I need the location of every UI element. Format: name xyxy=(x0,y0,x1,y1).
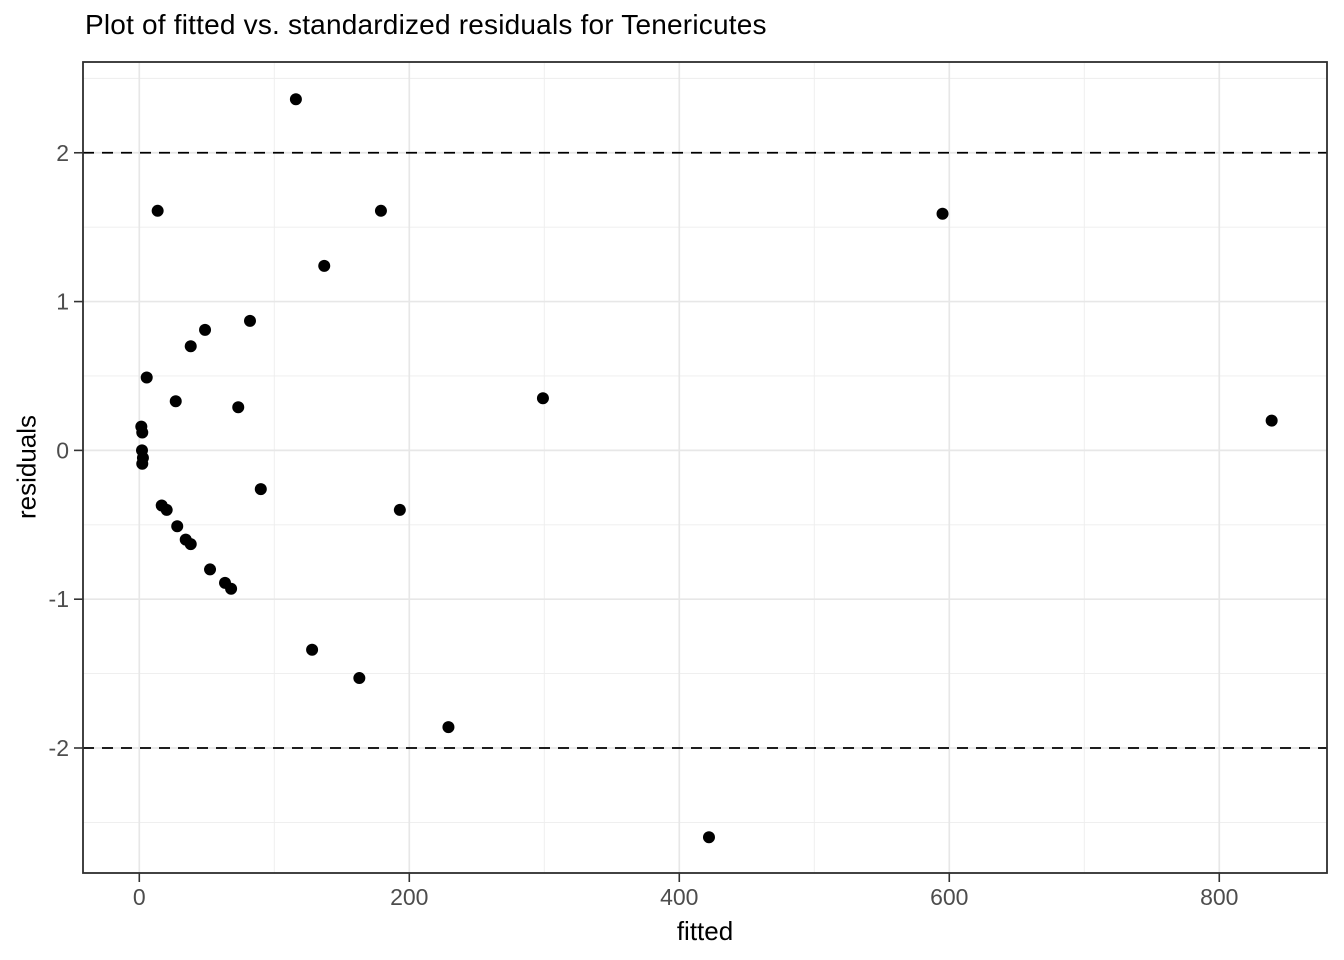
plot-panel xyxy=(83,62,1327,873)
x-tick-label: 400 xyxy=(660,884,698,910)
y-axis-title: residuals xyxy=(11,414,42,520)
data-point xyxy=(936,207,949,220)
y-tick-label: 2 xyxy=(56,140,69,166)
data-point xyxy=(232,401,245,414)
data-point xyxy=(184,340,197,353)
x-tick-label: 800 xyxy=(1200,884,1238,910)
data-point xyxy=(318,259,331,272)
data-point xyxy=(289,93,302,106)
data-point xyxy=(171,520,184,533)
data-point xyxy=(225,582,238,595)
x-tick-label: 0 xyxy=(133,884,146,910)
data-point xyxy=(184,538,197,551)
data-point xyxy=(353,672,366,685)
data-point xyxy=(136,426,149,439)
data-point xyxy=(536,392,549,405)
data-point xyxy=(204,563,217,576)
x-tick-label: 600 xyxy=(930,884,968,910)
data-point xyxy=(442,721,455,734)
data-point xyxy=(140,371,153,384)
data-point xyxy=(702,831,715,844)
chart-title: Plot of fitted vs. standardized residual… xyxy=(85,9,767,40)
data-point xyxy=(374,204,387,217)
data-point xyxy=(160,503,173,516)
data-point xyxy=(136,457,149,470)
y-tick-label: 1 xyxy=(56,289,69,315)
y-tick-label: -1 xyxy=(49,586,69,612)
data-point xyxy=(151,204,164,217)
panel-border xyxy=(82,61,1328,874)
data-point xyxy=(393,503,406,516)
x-tick-label: 200 xyxy=(390,884,428,910)
data-point xyxy=(199,323,212,336)
data-point xyxy=(306,643,319,656)
data-point xyxy=(1265,414,1278,427)
data-point xyxy=(254,483,267,496)
y-tick-label: -2 xyxy=(49,735,69,761)
data-point xyxy=(169,395,182,408)
y-tick-label: 0 xyxy=(56,437,69,463)
x-axis-title: fitted xyxy=(676,916,734,946)
data-point xyxy=(243,314,256,327)
